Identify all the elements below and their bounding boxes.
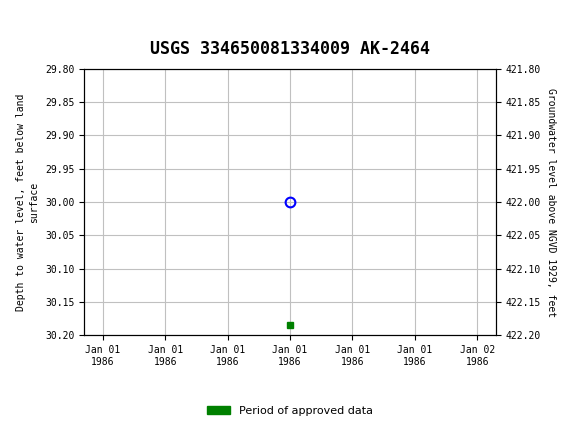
Text: ≡USGS: ≡USGS xyxy=(9,16,90,36)
Legend: Period of approved data: Period of approved data xyxy=(203,401,377,420)
Text: USGS 334650081334009 AK-2464: USGS 334650081334009 AK-2464 xyxy=(150,40,430,58)
Y-axis label: Depth to water level, feet below land
surface: Depth to water level, feet below land su… xyxy=(16,93,39,311)
Y-axis label: Groundwater level above NGVD 1929, feet: Groundwater level above NGVD 1929, feet xyxy=(546,88,556,316)
